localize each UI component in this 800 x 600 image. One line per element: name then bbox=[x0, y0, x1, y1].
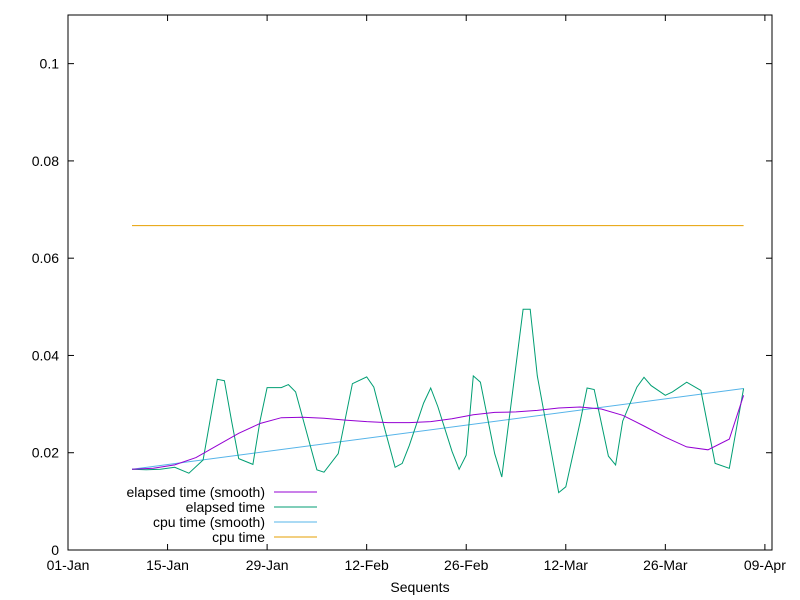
plot-frame bbox=[67, 14, 773, 551]
x-tick-label: 12-Feb bbox=[344, 557, 389, 573]
x-axis-ticks: 01-Jan 15-Jan 29-Jan 12-Feb 26-Feb 12-Mar 26-M… bbox=[47, 15, 786, 573]
x-tick-label: 12-Mar bbox=[544, 557, 589, 573]
y-tick-label: 0.08 bbox=[32, 153, 59, 169]
x-tick-label: 15-Jan bbox=[146, 557, 189, 573]
x-tick-label: 29-Jan bbox=[246, 557, 289, 573]
legend-label: cpu time (smooth) bbox=[153, 514, 265, 530]
y-tick-label: 0.04 bbox=[32, 347, 59, 363]
y-tick-label: 0 bbox=[51, 542, 59, 558]
y-axis-ticks: 0 0.02 0.04 0.06 0.08 0.1 bbox=[32, 56, 772, 558]
x-tick-label: 26-Feb bbox=[444, 557, 489, 573]
legend-label: elapsed time bbox=[186, 499, 266, 515]
series-layer bbox=[131, 225, 745, 494]
y-tick-label: 0.02 bbox=[32, 445, 59, 461]
legend-label: cpu time bbox=[212, 529, 265, 545]
y-tick-label: 0.06 bbox=[32, 250, 59, 266]
x-axis-label: Sequents bbox=[390, 579, 449, 595]
x-tick-label: 26-Mar bbox=[643, 557, 688, 573]
series-line-0 bbox=[131, 395, 745, 470]
x-tick-label: 01-Jan bbox=[47, 557, 90, 573]
x-tick-label: 09-Apr bbox=[744, 557, 786, 573]
legend-label: elapsed time (smooth) bbox=[126, 484, 265, 500]
series-line-2 bbox=[131, 388, 744, 470]
series-line-1 bbox=[131, 308, 745, 494]
y-tick-label: 0.1 bbox=[40, 56, 60, 72]
